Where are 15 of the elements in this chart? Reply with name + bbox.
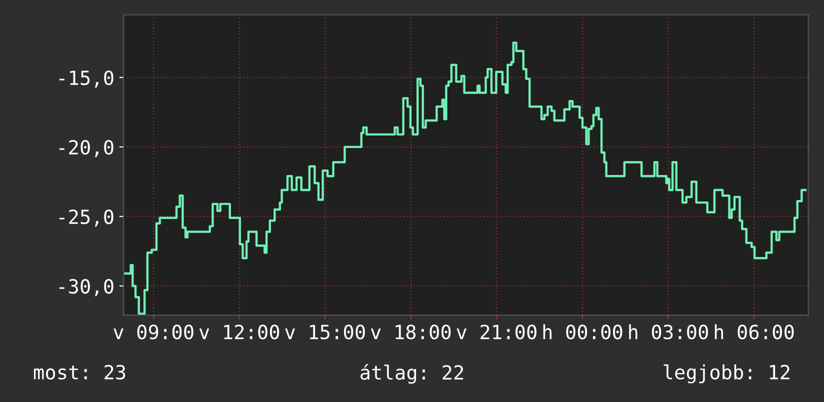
x-tick-label: h 06:00 — [714, 324, 794, 340]
x-tick-label: v 21:00 — [456, 324, 536, 340]
y-tick-label: -15,0 — [59, 70, 114, 88]
text: most: 23 — [34, 364, 126, 380]
x-tick-label: v 15:00 — [285, 324, 365, 340]
x-tick-label: v 09:00 — [114, 324, 194, 340]
x-tick-label: v 12:00 — [199, 324, 280, 340]
x-tick-label: h 03:00 — [629, 324, 708, 340]
x-tick-label: h 00:00 — [543, 324, 622, 340]
y-tick-label: -20,0 — [59, 140, 114, 158]
x-tick-label: v 18:00 — [370, 324, 451, 340]
text: átlag: 22 — [360, 364, 464, 384]
y-tick-label: -30,0 — [59, 278, 114, 296]
text: legjobb: 12 — [664, 364, 790, 384]
y-tick-label: -25,0 — [59, 209, 114, 227]
